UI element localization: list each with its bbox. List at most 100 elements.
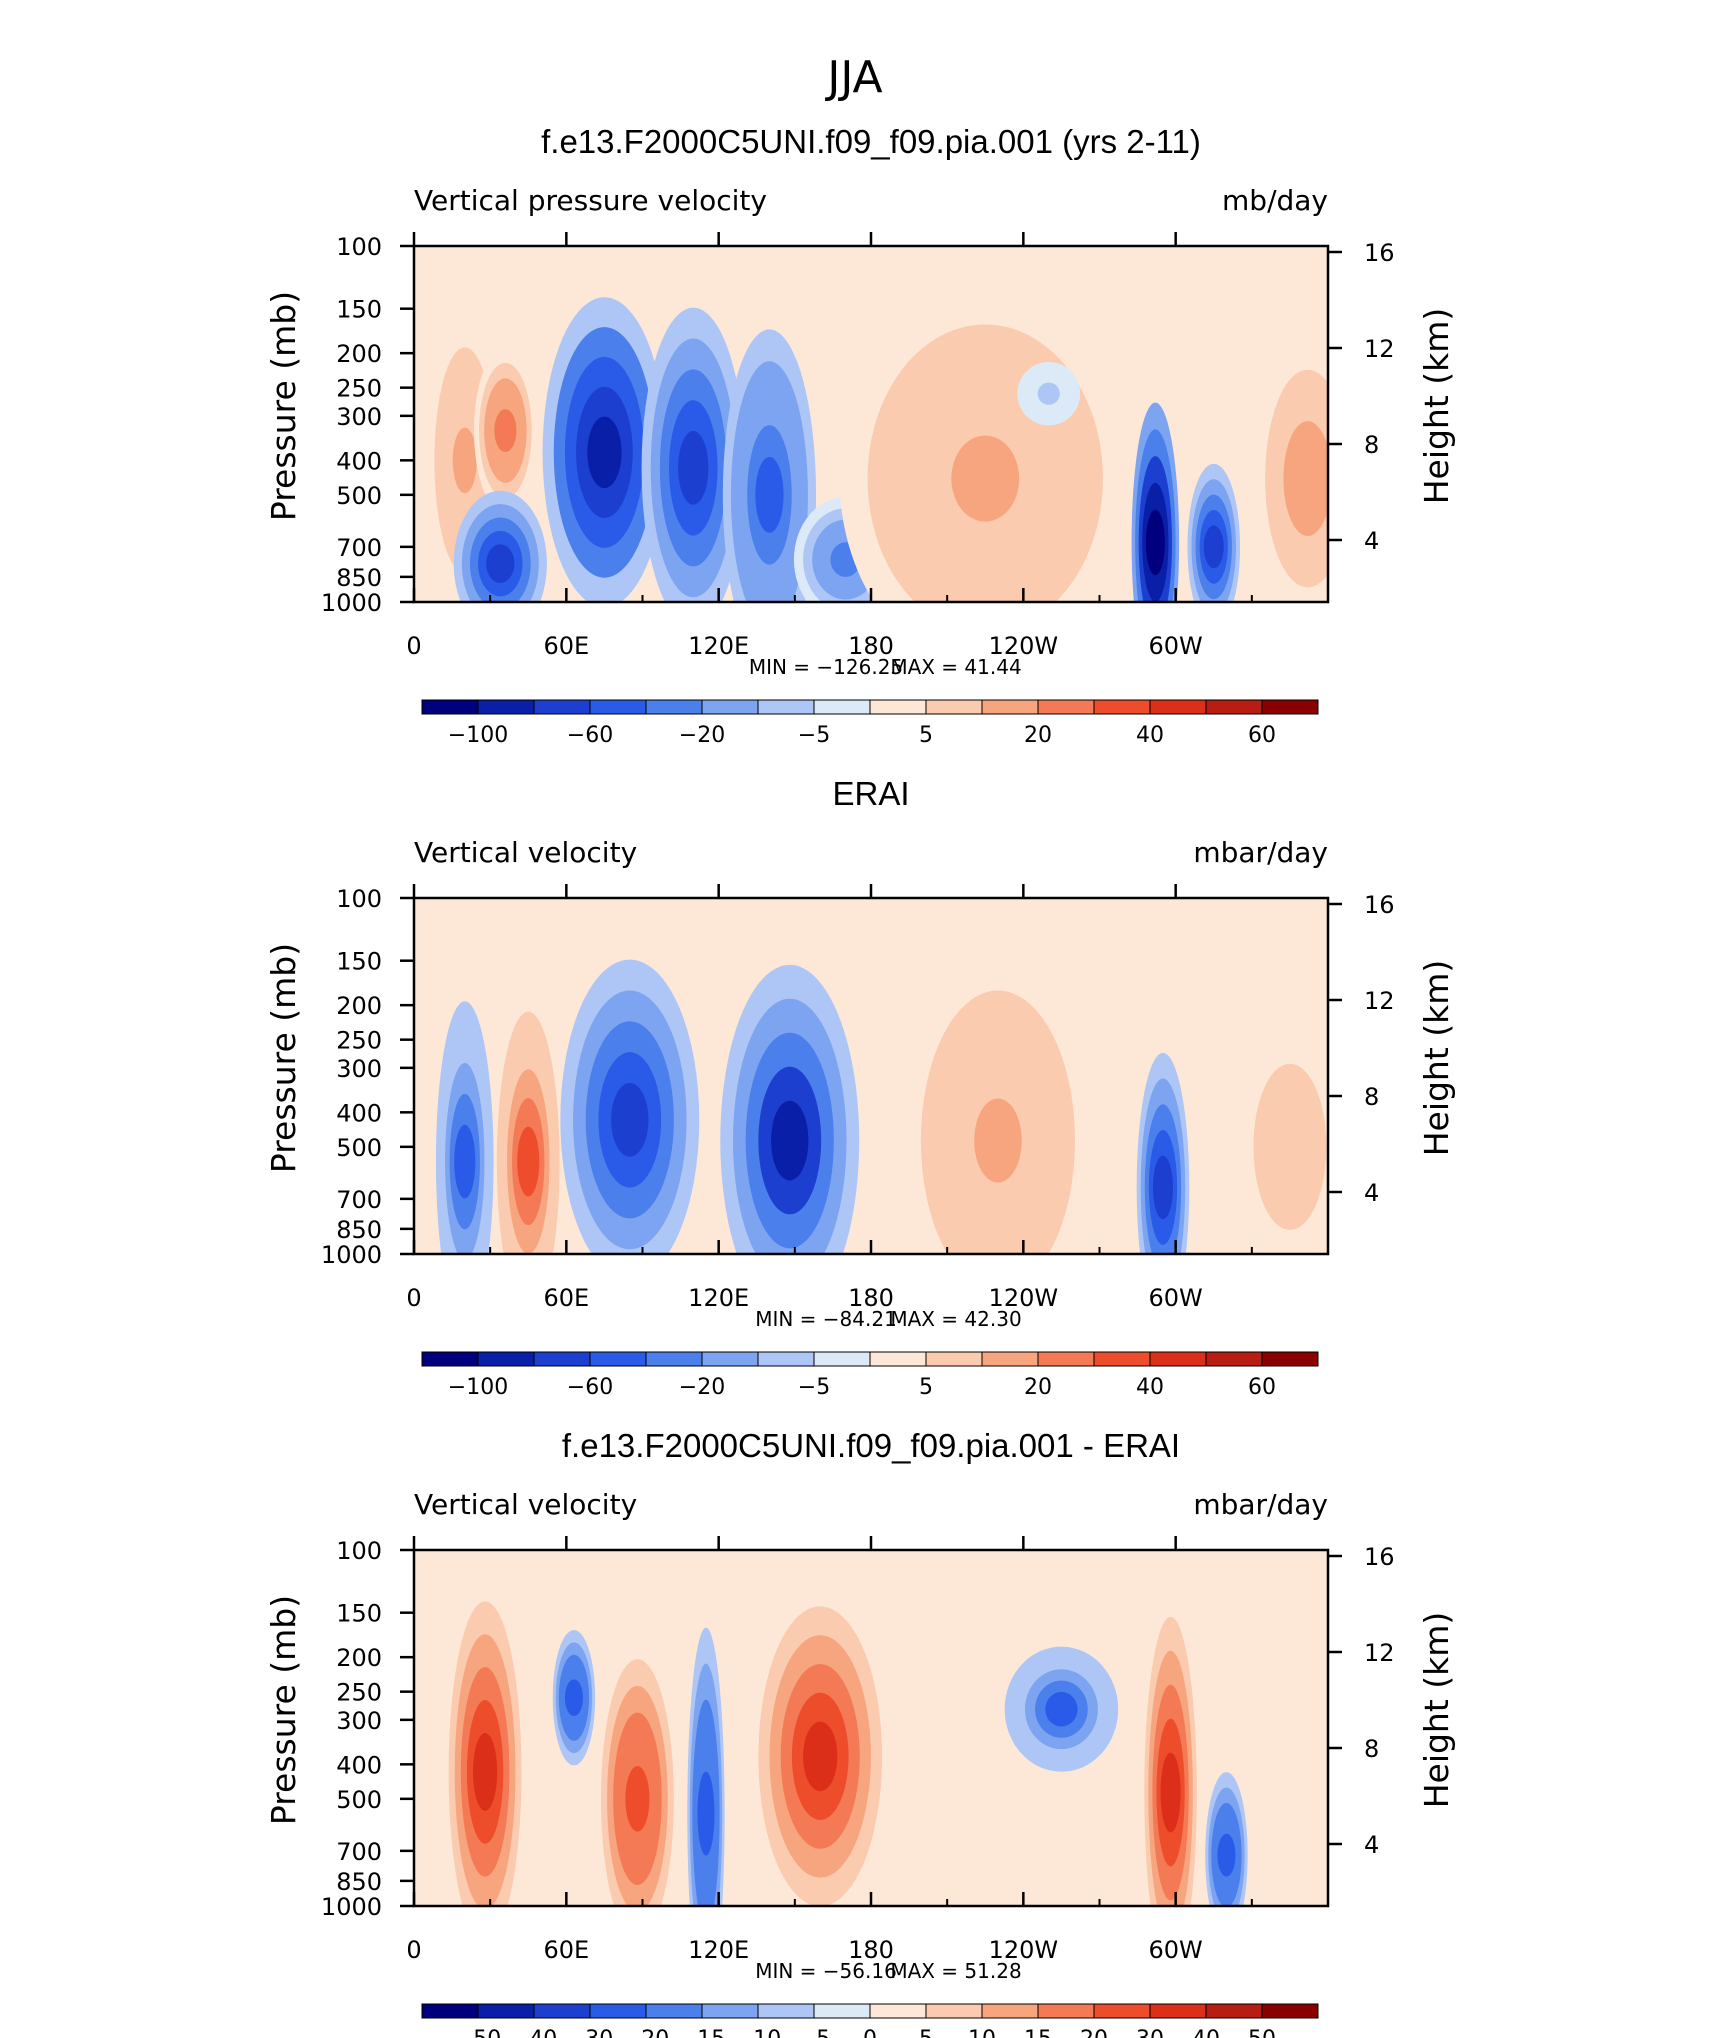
colorbar-label: 40 (1136, 723, 1164, 748)
max-value-label: MAX = 41.44 (890, 655, 1021, 679)
y-tick-label: 850 (336, 564, 382, 592)
x-tick-label: 60E (543, 632, 589, 660)
colorbar-label: 30 (1136, 2027, 1164, 2038)
y-tick-label: 700 (336, 534, 382, 562)
colorbar-swatch (645, 699, 703, 715)
colorbar-swatch (477, 1351, 535, 1367)
contour-level-0-4 (452, 427, 477, 494)
x-tick-label: 120W (989, 1936, 1059, 1964)
contour-level-3-4 (587, 416, 622, 489)
y-tick-label: 700 (336, 1838, 382, 1866)
colorbar-swatch (925, 2003, 983, 2019)
y-tick-label: 850 (336, 1216, 382, 1244)
x-tick-label: 0 (406, 1284, 421, 1312)
colorbar-label: 60 (1248, 1375, 1276, 1400)
colorbar-swatch (1093, 1351, 1151, 1367)
colorbar-swatch (1149, 1351, 1207, 1367)
y-tick-label: 200 (336, 1644, 382, 1672)
colorbar-label: −50 (455, 2027, 501, 2038)
colorbar-swatch (925, 699, 983, 715)
panel-title: ERAI (832, 775, 909, 812)
y-tick-label: 700 (336, 1186, 382, 1214)
colorbar-label: −20 (679, 1375, 725, 1400)
x-tick-label: 0 (406, 632, 421, 660)
colorbar-swatch (1037, 699, 1095, 715)
colorbar-swatch (869, 2003, 927, 2019)
colorbar-swatch (589, 1351, 647, 1367)
colorbar-swatch (757, 2003, 815, 2019)
x-tick-label: 120E (688, 1936, 749, 1964)
x-tick-label: 180 (848, 1284, 894, 1312)
y-tick-label: 500 (336, 1786, 382, 1814)
x-tick-label: 120W (989, 1284, 1059, 1312)
colorbar-label: 10 (968, 2027, 996, 2038)
y-right-tick-label: 16 (1364, 891, 1395, 919)
field-name-label: Vertical pressure velocity (414, 184, 767, 217)
colorbar-label: −5 (798, 1375, 830, 1400)
colorbar-swatch (477, 2003, 535, 2019)
y-right-tick-label: 16 (1364, 1543, 1395, 1571)
colorbar-label: 60 (1248, 723, 1276, 748)
contour-level-7-4 (1217, 1833, 1236, 1877)
contour-level-10-4 (1203, 525, 1224, 569)
y-tick-label: 400 (336, 447, 382, 475)
x-tick-label: 120E (688, 632, 749, 660)
y-right-tick-label: 16 (1364, 239, 1395, 267)
colorbar-label: −5 (798, 2027, 830, 2038)
figure-suptitle: JJA (824, 52, 882, 103)
contour-level-7-4 (951, 435, 1020, 522)
colorbar-swatch (813, 1351, 871, 1367)
contour-level-4-4 (678, 431, 709, 505)
colorbar-label: −5 (798, 723, 830, 748)
y-tick-label: 200 (336, 340, 382, 368)
colorbar-swatch (533, 1351, 591, 1367)
colorbar-swatch (1261, 699, 1319, 715)
colorbar-label: −40 (511, 2027, 557, 2038)
colorbar-swatch (757, 699, 815, 715)
y-tick-label: 200 (336, 992, 382, 1020)
colorbar-swatch (701, 699, 759, 715)
y-tick-label: 250 (336, 375, 382, 403)
y-tick-label: 300 (336, 1707, 382, 1735)
colorbar-swatch (701, 1351, 759, 1367)
colorbar-label: 40 (1136, 1375, 1164, 1400)
y-tick-label: 1000 (321, 589, 382, 617)
y-tick-label: 100 (336, 885, 382, 913)
x-tick-label: 120E (688, 1284, 749, 1312)
colorbar-label: −20 (623, 2027, 669, 2038)
colorbar-label: −60 (567, 1375, 613, 1400)
colorbar-swatch (1149, 699, 1207, 715)
contour-field (448, 1601, 1248, 1906)
colorbar-swatch (1205, 2003, 1263, 2019)
colorbar-swatch (1261, 2003, 1319, 2019)
field-name-label: Vertical velocity (414, 836, 637, 869)
colorbar-swatch (1149, 2003, 1207, 2019)
y-right-tick-label: 4 (1364, 1179, 1379, 1207)
contour-level-0-4 (454, 1124, 476, 1199)
colorbar-label: 15 (1024, 2027, 1052, 2038)
colorbar-swatch (477, 699, 535, 715)
y-tick-label: 1000 (321, 1241, 382, 1269)
units-label: mbar/day (1193, 1488, 1328, 1521)
y-tick-label: 150 (336, 296, 382, 324)
colorbar-label: −10 (735, 2027, 781, 2038)
colorbar-swatch (421, 2003, 479, 2019)
colorbar-label: 5 (919, 723, 933, 748)
y-right-tick-label: 4 (1364, 527, 1379, 555)
x-tick-label: 120W (989, 632, 1059, 660)
contour-level-5-4 (1045, 1691, 1078, 1727)
y-tick-label: 500 (336, 1134, 382, 1162)
units-label: mbar/day (1193, 836, 1328, 869)
y-tick-label: 500 (336, 482, 382, 510)
colorbar-label: 5 (919, 1375, 933, 1400)
y-tick-label: 400 (336, 1751, 382, 1779)
contour-level-3-4 (697, 1771, 715, 1856)
colorbar-swatch (813, 2003, 871, 2019)
contour-level-4-4 (803, 1721, 838, 1792)
x-tick-label: 60E (543, 1284, 589, 1312)
colorbar-swatch (1093, 2003, 1151, 2019)
contour-level-4-4 (974, 1098, 1022, 1183)
x-tick-label: 180 (848, 1936, 894, 1964)
y-tick-label: 850 (336, 1868, 382, 1896)
colorbar-swatch (981, 699, 1039, 715)
